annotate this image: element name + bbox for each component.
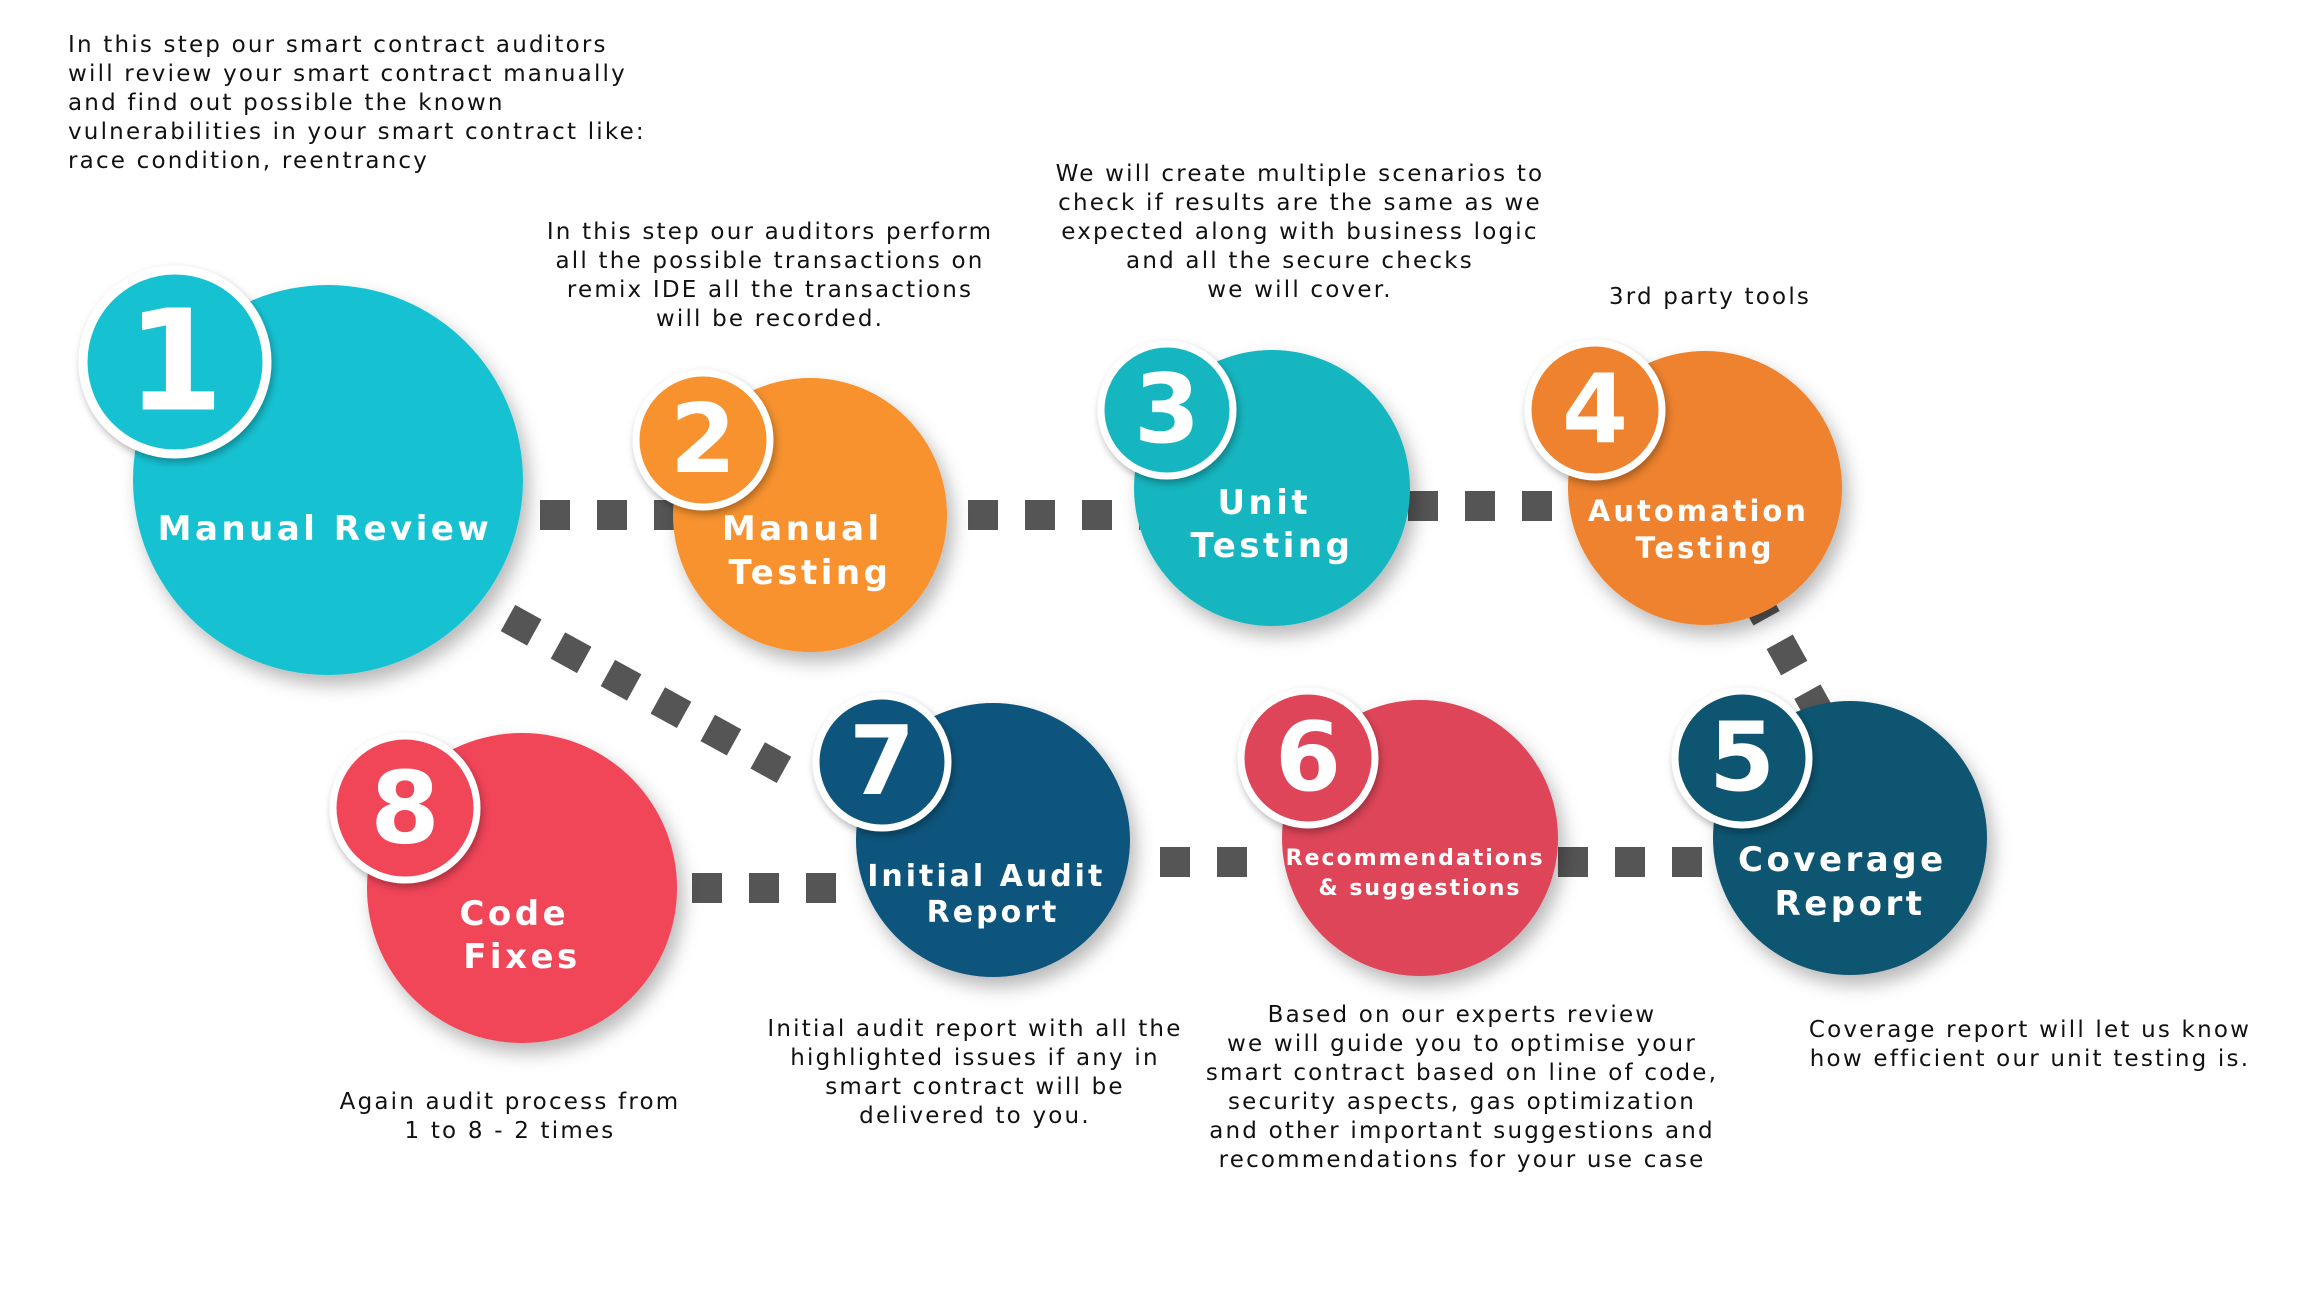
step-1-number: 1 <box>126 281 223 444</box>
step-8-description: Again audit process from 1 to 8 - 2 time… <box>339 1089 681 1144</box>
step-3-number: 3 <box>1134 355 1200 465</box>
step-7-title-line-1: Initial Audit <box>867 859 1105 894</box>
step-1-title: Manual Review <box>158 509 493 549</box>
step-8-number: 8 <box>370 750 440 867</box>
step-8-title-line-1: Code <box>459 894 569 934</box>
connector-4-5 <box>1738 584 1836 726</box>
step-7-title: Initial Audit Report <box>867 859 1119 930</box>
step-6-badge <box>1237 687 1379 829</box>
step-6-title-line-2: & suggestions <box>1318 876 1521 901</box>
step-2-description: In this step our auditors perform all th… <box>546 219 994 332</box>
step-5-title: Coverage Report <box>1738 840 1962 924</box>
step-4-title-line-1: Automation <box>1588 494 1809 528</box>
step-6-title: Recommendations & suggestions <box>1286 846 1555 901</box>
step-7-node: 7 Initial Audit Report <box>812 692 1130 977</box>
step-3-badge <box>1097 340 1237 480</box>
step-4-title-line-2: Testing <box>1635 531 1774 565</box>
step-6-title-line-1: Recommendations <box>1286 846 1545 871</box>
step-7-number: 7 <box>849 707 915 817</box>
step-4-number: 4 <box>1562 355 1628 465</box>
step-1-node: 1 Manual Review <box>78 265 523 675</box>
step-2-badge <box>632 369 774 511</box>
step-5-badge <box>1671 687 1813 829</box>
step-6-number: 6 <box>1275 703 1341 813</box>
step-8-badge <box>329 732 481 884</box>
step-4-description: 3rd party tools <box>1608 284 1812 310</box>
step-4-badge <box>1524 339 1666 481</box>
step-7-description: Initial audit report with all the highli… <box>767 1016 1183 1129</box>
step-1-badge <box>78 265 272 459</box>
step-4-node: 4 Automation Testing <box>1524 339 1842 625</box>
step-8-title-line-2: Fixes <box>463 937 581 977</box>
step-2-node: 2 Manual Testing <box>632 369 947 652</box>
step-5-title-line-2: Report <box>1775 884 1926 924</box>
step-3-title-line-2: Testing <box>1191 526 1354 566</box>
step-3-title-line-1: Unit <box>1217 483 1311 523</box>
connectors <box>500 491 1836 903</box>
step-8-title: Code Fixes <box>459 894 584 977</box>
step-3-description: We will create multiple scenarios to che… <box>1055 161 1545 303</box>
step-5-number: 5 <box>1709 703 1775 813</box>
step-1-description: In this step our smart contract auditors… <box>68 32 646 174</box>
step-6-description: Based on our experts review we will guid… <box>1205 1002 1719 1173</box>
step-2-title-line-2: Testing <box>729 553 892 593</box>
step-1-title-line-1: Manual Review <box>158 509 493 549</box>
step-8-node: 8 Code Fixes <box>329 732 677 1043</box>
step-7-title-line-2: Report <box>927 895 1060 930</box>
step-2-title-line-1: Manual <box>722 509 883 549</box>
step-3-title: Unit Testing <box>1191 483 1354 566</box>
step-5-title-line-1: Coverage <box>1738 840 1947 880</box>
step-5-node: 5 Coverage Report <box>1671 687 1987 975</box>
step-3-node: 3 Unit Testing <box>1097 340 1410 626</box>
step-2-title: Manual Testing <box>722 509 898 593</box>
step-6-node: 6 Recommendations & suggestions <box>1237 687 1558 976</box>
step-7-badge <box>812 692 952 832</box>
step-2-number: 2 <box>670 385 736 495</box>
step-4-title: Automation Testing <box>1588 494 1822 565</box>
step-5-description: Coverage report will let us know how eff… <box>1808 1017 2252 1072</box>
